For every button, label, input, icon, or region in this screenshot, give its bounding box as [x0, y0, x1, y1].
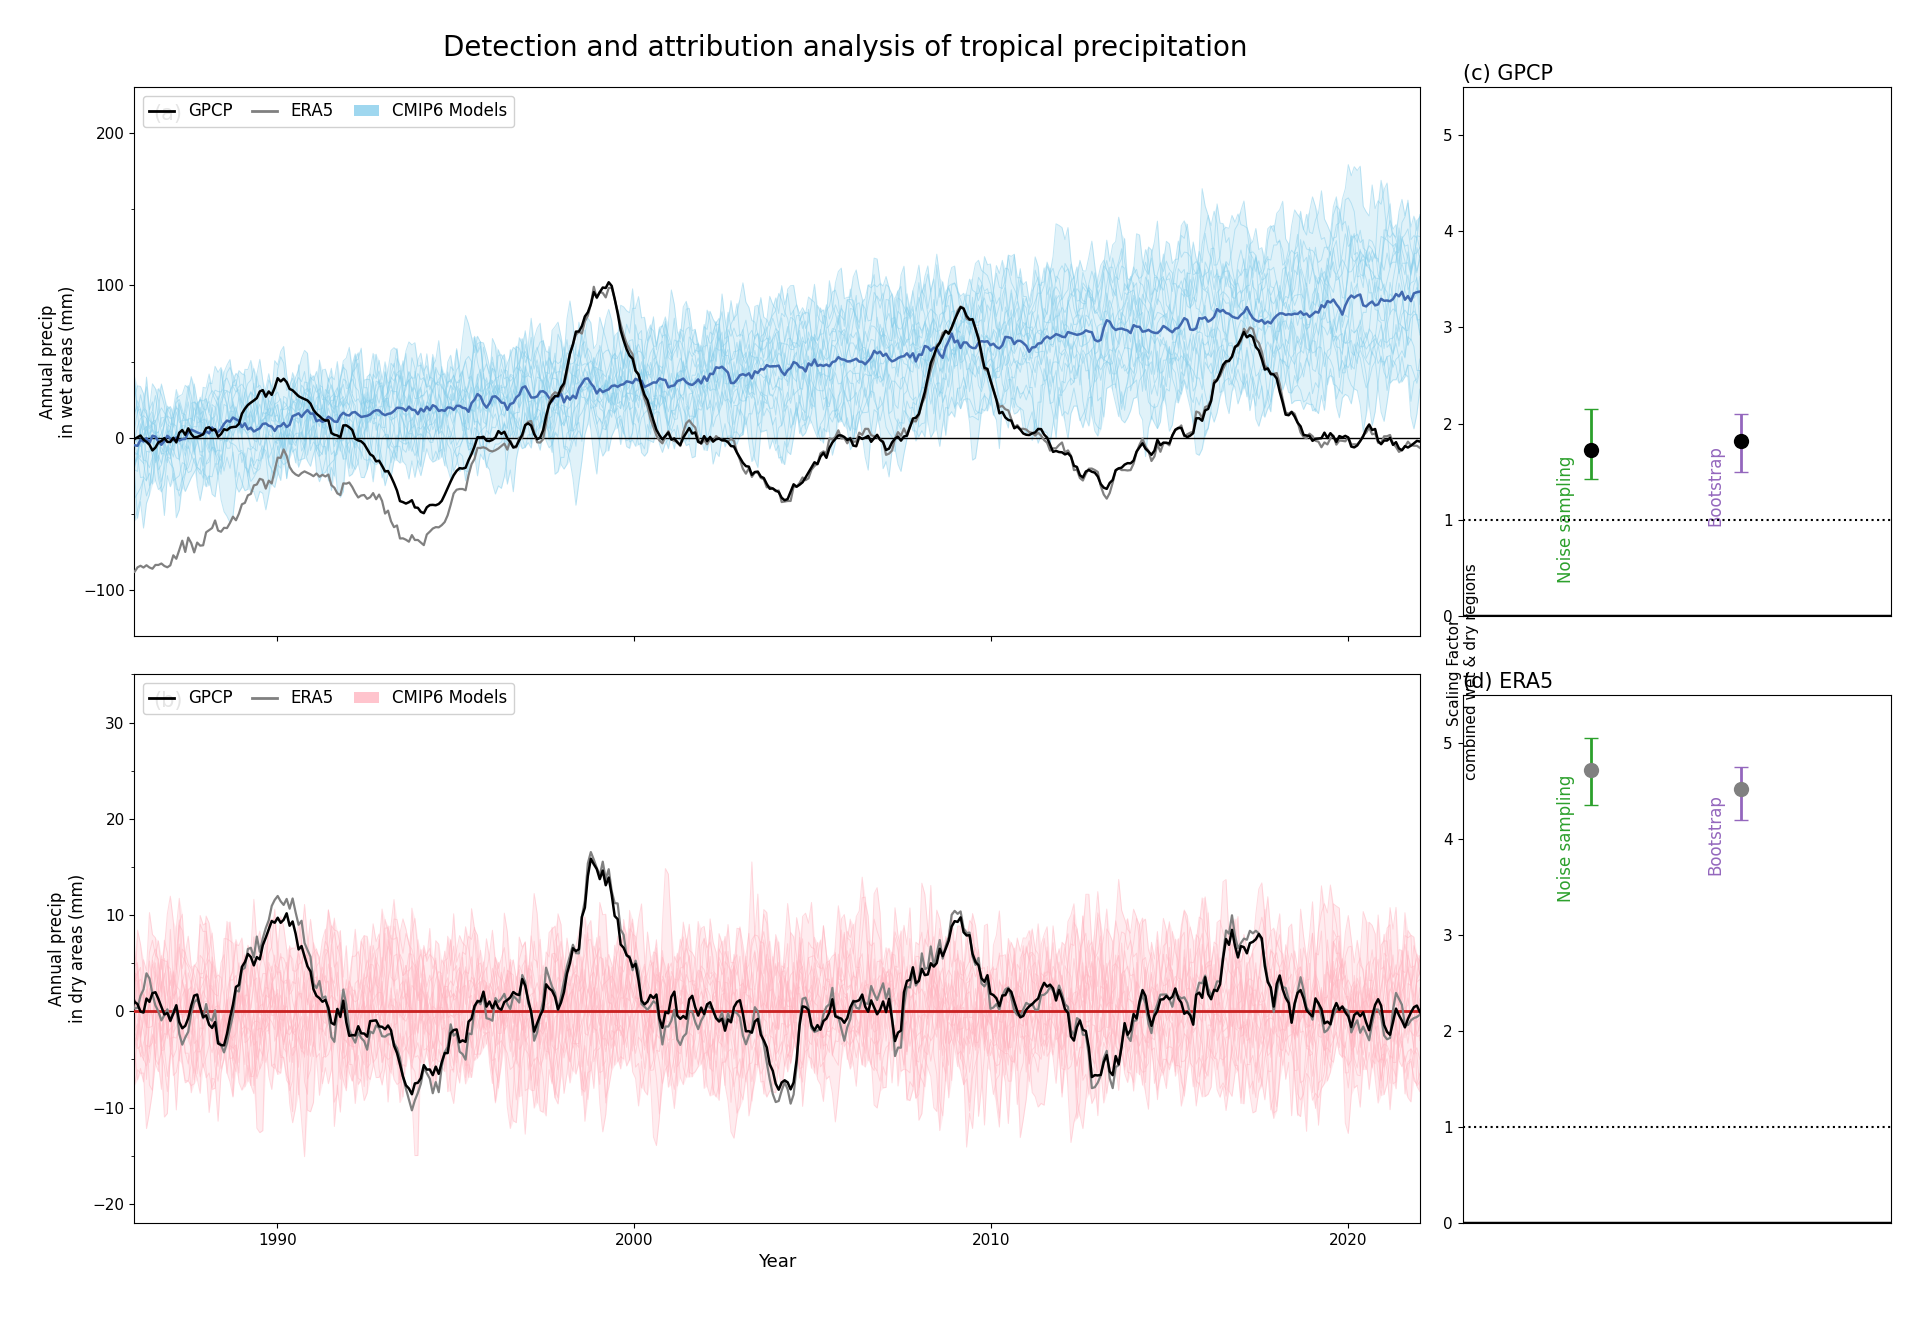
Y-axis label: Annual precip
in dry areas (mm): Annual precip in dry areas (mm): [48, 874, 86, 1023]
Text: Bootstrap: Bootstrap: [1707, 446, 1724, 527]
Y-axis label: Annual precip
in wet areas (mm): Annual precip in wet areas (mm): [38, 285, 77, 438]
Text: Detection and attribution analysis of tropical precipitation: Detection and attribution analysis of tr…: [442, 34, 1248, 62]
Text: Noise sampling: Noise sampling: [1557, 456, 1574, 582]
Text: (a): (a): [154, 103, 182, 124]
Text: (b): (b): [154, 691, 182, 711]
Text: (c) GPCP: (c) GPCP: [1463, 65, 1553, 85]
Text: (d) ERA5: (d) ERA5: [1463, 672, 1553, 692]
Legend: GPCP, ERA5, CMIP6 Models: GPCP, ERA5, CMIP6 Models: [142, 683, 515, 714]
X-axis label: Year: Year: [758, 1254, 797, 1271]
Text: Bootstrap: Bootstrap: [1707, 794, 1724, 875]
Text: Scaling Factor
combined wet & dry regions: Scaling Factor combined wet & dry region…: [1448, 563, 1478, 781]
Legend: GPCP, ERA5, CMIP6 Models: GPCP, ERA5, CMIP6 Models: [142, 95, 515, 128]
Text: Noise sampling: Noise sampling: [1557, 774, 1574, 902]
